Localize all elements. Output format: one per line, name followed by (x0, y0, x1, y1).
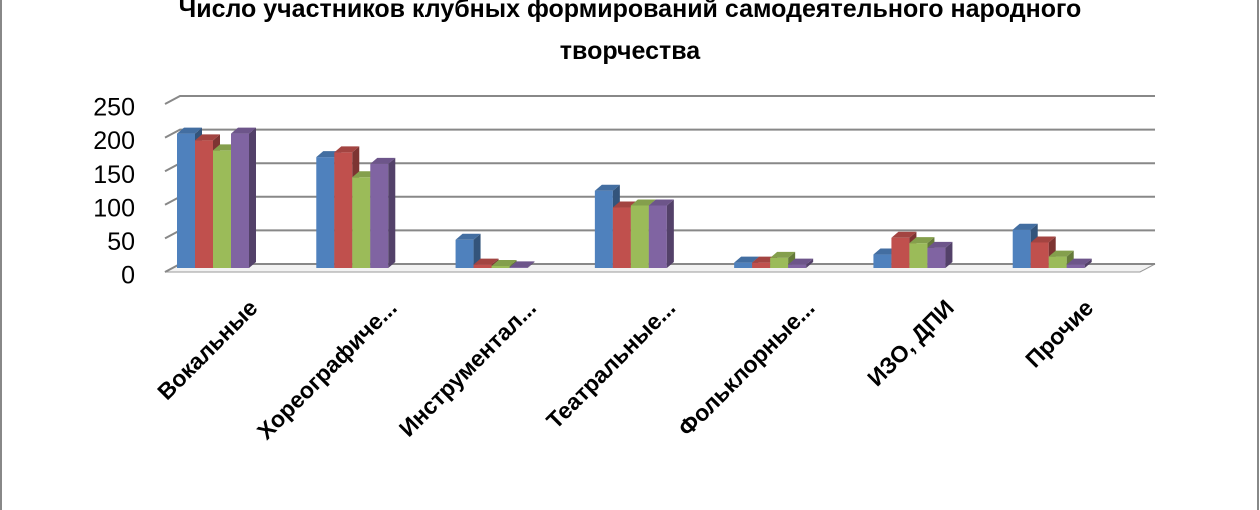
bar-top (891, 231, 917, 238)
bar-top (648, 199, 674, 206)
grid-line (164, 128, 1155, 139)
bar (195, 140, 213, 268)
x-tick-label: Хореографиче... (252, 294, 402, 444)
x-tick-label: Прочие (1020, 294, 1098, 372)
bar-top (195, 134, 220, 141)
bar (231, 133, 249, 268)
bar (370, 163, 389, 268)
bar-top (1012, 223, 1038, 230)
bar (630, 205, 649, 268)
bar-top (788, 258, 814, 265)
bar (473, 264, 492, 268)
bar (752, 262, 771, 268)
bar-top (370, 157, 396, 164)
bar-side (249, 127, 256, 268)
bar-top (927, 241, 953, 248)
bar (1048, 256, 1067, 268)
y-tick-label: 250 (93, 94, 135, 122)
bar (1066, 264, 1085, 268)
bar (509, 267, 528, 268)
bar (316, 157, 335, 268)
bar (648, 205, 667, 268)
bar-top (177, 127, 202, 134)
bar-side (806, 258, 814, 268)
bar (612, 207, 631, 268)
bar (909, 243, 928, 268)
bar-top (1066, 258, 1092, 265)
bar-top (491, 259, 517, 266)
x-tick-label: Театральные... (541, 294, 680, 433)
bar (491, 265, 510, 268)
bar-top (770, 251, 796, 258)
bar-side (388, 157, 396, 268)
bar (1030, 242, 1049, 268)
bar (891, 237, 910, 268)
bar-side (945, 241, 953, 268)
bar-top (1048, 250, 1074, 257)
y-tick-label: 0 (121, 262, 135, 290)
bar-top (473, 258, 499, 265)
x-tick-label: Инструментал... (394, 294, 541, 441)
bar (455, 239, 474, 268)
bar-side (666, 199, 674, 268)
bar-top (909, 237, 935, 244)
bar (770, 257, 789, 268)
bar (334, 152, 353, 268)
bar (594, 190, 613, 268)
x-tick-label: Фольклорные... (673, 294, 820, 441)
y-tick-label: 150 (93, 161, 135, 189)
bar-side (527, 261, 535, 268)
bar-top (334, 146, 360, 153)
bar (352, 177, 371, 268)
bar (213, 150, 231, 268)
chart-title: Число участников клубных формирований са… (178, 0, 1082, 65)
grid-line (164, 162, 1155, 173)
bar-side (1084, 258, 1092, 268)
bar (927, 247, 946, 268)
bar-top (455, 233, 481, 240)
bar-top (630, 199, 656, 206)
y-tick-label: 100 (93, 194, 135, 222)
x-tick-label: Вокальные (152, 294, 262, 404)
grid-line (164, 95, 1155, 105)
bar (177, 133, 195, 268)
bar-side (473, 233, 481, 268)
bar (873, 254, 892, 268)
bar-top (509, 261, 535, 268)
bar-top (734, 256, 760, 263)
y-tick-label: 200 (93, 127, 135, 155)
bar (734, 262, 753, 268)
x-tick-label: ИЗО, ДПИ (862, 294, 959, 391)
y-tick-label: 50 (107, 228, 135, 256)
bar-top (231, 127, 256, 134)
bar (1012, 229, 1031, 268)
bar-top (594, 184, 620, 191)
bar-top (1030, 236, 1056, 243)
bar (788, 264, 807, 268)
